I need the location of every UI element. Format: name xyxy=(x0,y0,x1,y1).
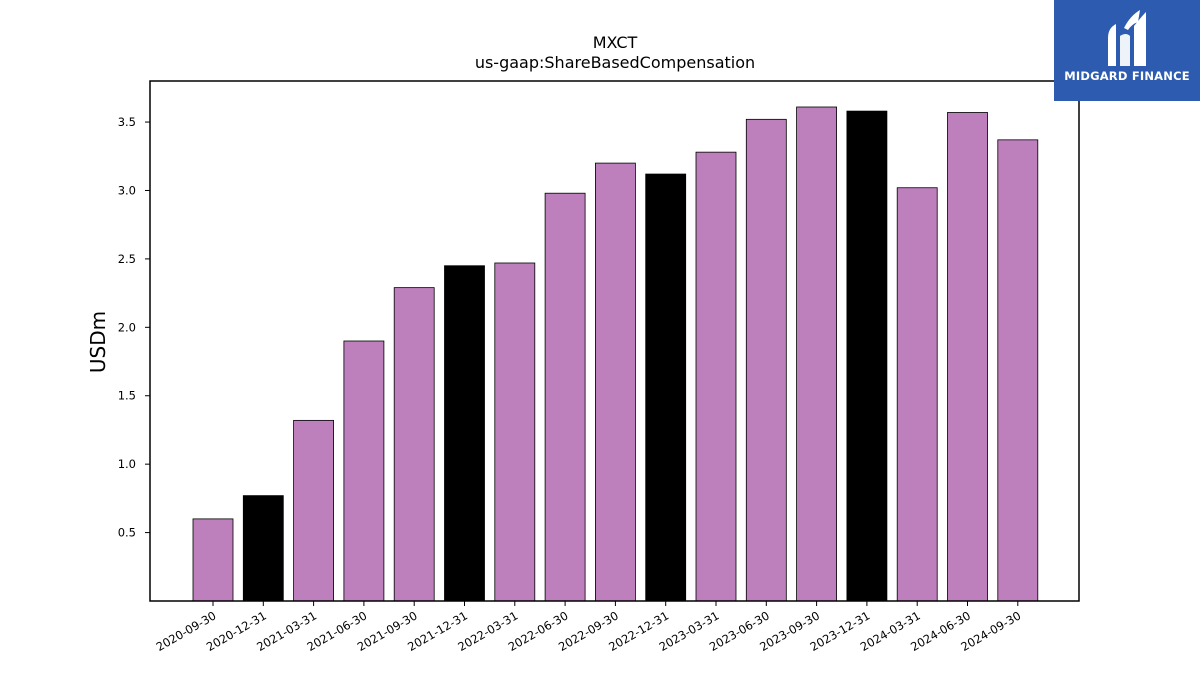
y-axis-label: USDm xyxy=(86,311,110,373)
bar xyxy=(192,518,234,602)
bar xyxy=(997,139,1039,602)
plot-frame xyxy=(149,80,1080,602)
logo-mark-icon xyxy=(1108,10,1146,66)
y-tick-label: 0.5 xyxy=(118,526,136,540)
bar xyxy=(444,265,485,602)
y-tick-label: 3.5 xyxy=(118,115,136,129)
y-tick-label: 3.0 xyxy=(118,183,136,197)
y-tick-label: 2.5 xyxy=(118,252,136,266)
y-tick-label: 1.5 xyxy=(118,389,136,403)
bars-group xyxy=(192,106,1039,602)
y-tick-label: 1.0 xyxy=(118,457,136,471)
y-ticks-group: 0.5 1.0 1.5 2.0 2.5 3.0 3.5 xyxy=(118,115,150,540)
bar xyxy=(695,151,737,602)
bar xyxy=(846,110,888,602)
bar xyxy=(745,118,787,602)
bar xyxy=(343,340,385,602)
bar xyxy=(494,262,536,602)
bar xyxy=(896,187,938,602)
logo-text: MIDGARD FINANCE xyxy=(1064,69,1190,83)
bar xyxy=(544,192,586,602)
bar xyxy=(393,287,435,602)
bar xyxy=(293,419,335,602)
chart-title: MXCT xyxy=(593,33,638,52)
bar xyxy=(645,173,687,602)
x-ticks-group: 2020-09-302020-12-312021-03-312021-06-30… xyxy=(154,601,1023,654)
midgard-finance-logo: MIDGARD FINANCE xyxy=(1054,0,1200,101)
bar xyxy=(796,106,837,602)
bar xyxy=(242,495,284,602)
bar xyxy=(947,112,988,602)
y-tick-label: 2.0 xyxy=(118,320,136,334)
bar xyxy=(595,162,636,602)
chart-subtitle: us-gaap:ShareBasedCompensation xyxy=(475,53,755,72)
